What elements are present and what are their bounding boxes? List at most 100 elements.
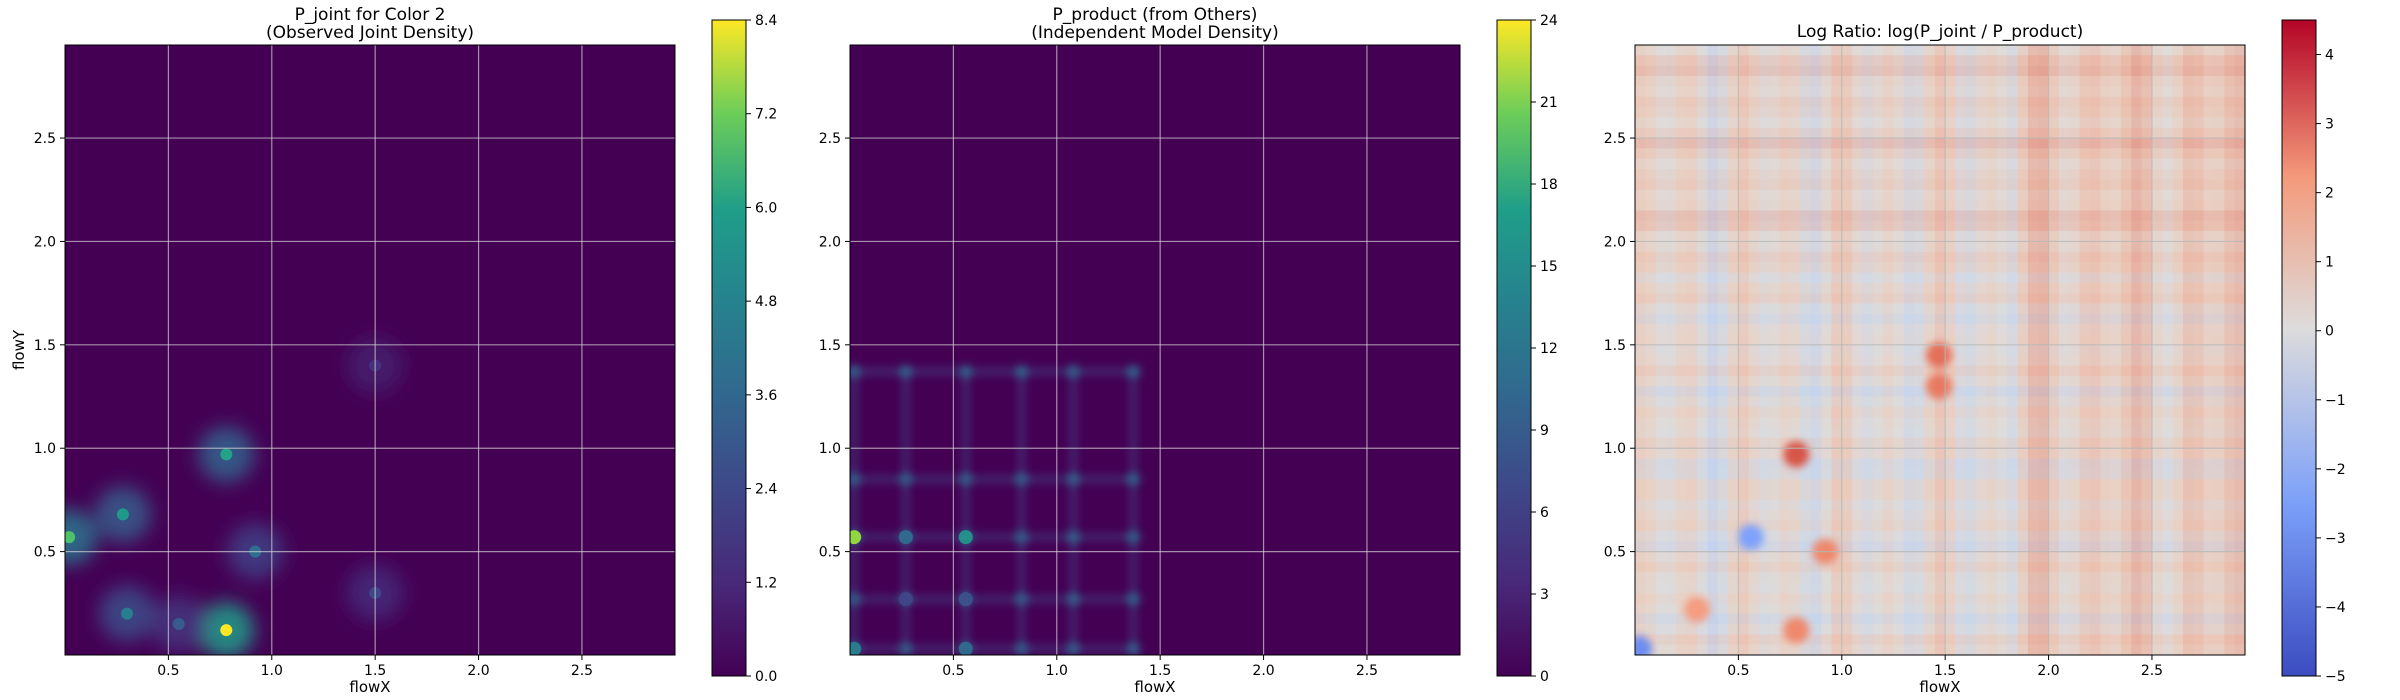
ratio-band-v [1769,45,1780,655]
y-tick-label: 2.5 [819,131,841,147]
ratio-band-h [1635,334,2245,345]
density-node [1066,530,1081,545]
ratio-band-v [1955,45,1966,655]
ratio-band-v [1903,45,1915,655]
ratio-band-v [1841,45,1853,655]
ratio-band-h [1635,220,2245,232]
colorbar-tick-label: 21 [1540,95,1558,111]
density-node [1014,530,1029,545]
grid-lines [1635,45,2245,655]
ratio-band-h [1635,479,2245,490]
ratio-band-h [1635,293,2245,304]
ratio-band-h [1635,427,2245,438]
colorbar-tick-label: 18 [1540,177,1558,193]
density-streak-vertical [1069,365,1078,655]
colorbar-tick-label: 8.4 [755,13,777,29]
y-tick-label: 2.0 [1604,234,1626,250]
density-streak-vertical [850,365,859,655]
ratio-band-v [2213,45,2225,655]
ratio-band-h [1635,86,2245,97]
density-peak [172,617,185,630]
x-axis-label: flowX [349,678,390,696]
x-tick-label: 2.5 [1356,663,1378,679]
y-tick-label: 2.5 [34,131,56,147]
ratio-band-v [2027,45,2039,655]
ratio-band-v [1872,45,1884,655]
ratio-band-v [1862,45,1873,655]
ratio-band-h [1635,200,2245,211]
ratio-band-v [2234,45,2245,655]
density-node [1014,592,1029,607]
density-node [1014,641,1029,655]
x-tick-label: 2.0 [1252,663,1274,679]
ratio-band-v [1996,45,2008,655]
ratio-band-h [1635,530,2245,542]
ratio-band-h [1635,127,2245,139]
chart-subtitle: (Independent Model Density) [1031,23,1279,43]
x-tick-label: 0.5 [942,663,964,679]
ratio-band-h [1635,448,2245,459]
density-node [1066,641,1081,655]
ratio-band-h [1635,179,2245,190]
chart-title: P_product (from Others) [1053,5,1258,25]
ratio-band-v [1883,45,1894,655]
ratio-band-v [1810,45,1822,655]
ratio-band-v [2182,45,2194,655]
density-peak [898,530,913,545]
y-tick-label: 1.0 [1604,441,1626,457]
ratio-band-v [2245,45,2255,655]
ratio-band-h [1635,582,2245,593]
ratio-band-v [2089,45,2101,655]
y-tick-label: 0.5 [819,545,841,561]
y-tick-label: 1.0 [34,441,56,457]
ratio-band-h [1635,489,2245,500]
ratio-band-h [1635,55,2245,66]
chart-panel-1: 0.5 1.0 1.5 2.0 2.5 0.5 1.0 1.5 2.0 2.5 flowX flowY… [10,5,777,696]
colorbar-tick-label: 2.4 [755,482,777,498]
ratio-band-h [1635,510,2245,521]
density-node [958,364,973,379]
colorbar-tick-label: 4 [2325,48,2334,64]
colorbar-tick-label: 6 [1540,505,1549,521]
colorbar-tick-label: −2 [2325,462,2346,478]
ratio-band-h [1635,169,2245,180]
ratio-band-v [1655,45,1667,655]
density-node [958,472,973,487]
y-tick-label: 1.5 [34,338,56,354]
ratio-band-v [1852,45,1863,655]
density-node [1126,641,1141,655]
density-grid [850,364,1141,655]
ratio-band-h [1635,644,2245,655]
density-node [850,364,862,379]
axes-frame [64,44,676,656]
ratio-band-h [1635,231,2245,242]
colorbar: −5 −4 −3 −2 −1 0 1 2 3 4 [2281,19,2346,685]
ratio-band-v [1728,45,1739,655]
density-node [850,472,862,487]
ratio-band-v [1759,45,1770,655]
x-tick-label: 2.5 [571,663,593,679]
axes-frame [849,44,1461,656]
density-node [898,472,913,487]
ratio-band-v [2069,45,2080,655]
ratio-band-v [1914,45,1925,655]
ratio-band-h [1635,365,2245,376]
colorbar-tick-label: 3 [2325,117,2334,133]
x-tick-label: 1.0 [261,663,283,679]
ratio-band-v [2224,45,2235,655]
ratio-band-v [2100,45,2111,655]
density-node [1126,530,1141,545]
ratio-band-v [2151,45,2163,655]
density-streak-horizontal [850,367,1140,376]
ratio-band-v [2017,45,2028,655]
x-tick-label: 2.5 [2141,663,2163,679]
density-streak-horizontal [850,595,1140,604]
y-tick-label: 2.5 [1604,131,1626,147]
density-node [1126,592,1141,607]
ratio-band-v [2141,45,2152,655]
x-tick-label: 0.5 [1727,663,1749,679]
colorbar-gradient [711,19,747,677]
ratio-band-h [1635,262,2245,273]
ratio-hotspot [1783,617,1810,644]
density-peak [121,607,134,620]
